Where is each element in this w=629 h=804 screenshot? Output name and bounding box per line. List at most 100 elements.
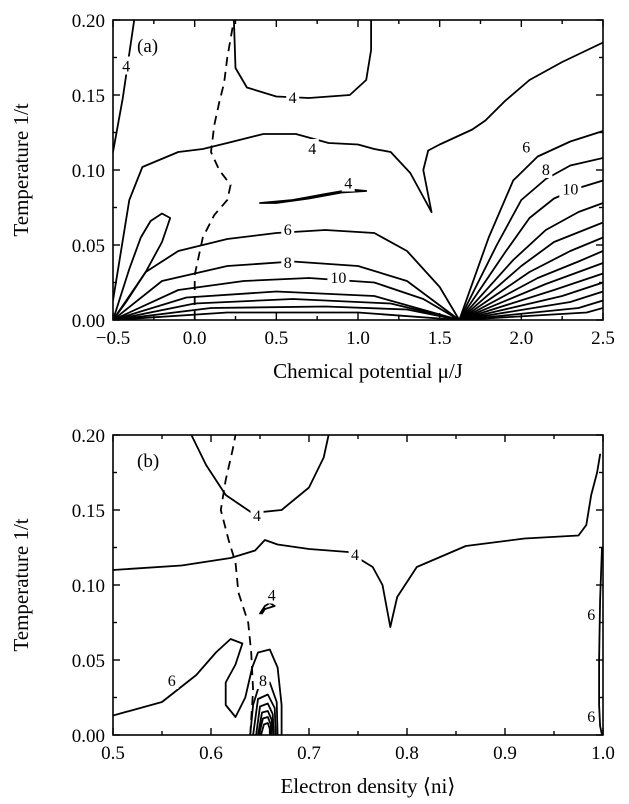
panel-tag: (b) bbox=[137, 451, 159, 472]
contour-label: 4 bbox=[351, 547, 359, 564]
contour-level-16 bbox=[458, 236, 603, 320]
contour-level-4 bbox=[422, 41, 603, 213]
contour-level-6 bbox=[113, 229, 461, 320]
x-tick-label: 1.0 bbox=[346, 328, 370, 349]
x-axis-label: Chemical potential μ/J bbox=[273, 359, 463, 383]
contour-level-12 bbox=[458, 202, 603, 320]
contour-level-4 bbox=[113, 212, 172, 320]
x-axis-label: Electron density ⟨ni⟩ bbox=[280, 774, 455, 798]
contour-label-bg bbox=[559, 179, 582, 198]
contour-label-bg bbox=[286, 88, 300, 106]
x-tick-label: 1.5 bbox=[428, 328, 452, 349]
y-tick-label: 0.00 bbox=[72, 311, 105, 332]
contour-level-10 bbox=[458, 179, 603, 320]
contour-label: 4 bbox=[122, 59, 130, 76]
contour-label-bg bbox=[519, 137, 533, 156]
x-tick-label: 0.5 bbox=[264, 328, 288, 349]
contour-level-16 bbox=[258, 716, 272, 735]
contour-label: 4 bbox=[268, 588, 276, 605]
contour-label-bg bbox=[165, 671, 179, 689]
contour-level-18 bbox=[458, 250, 603, 320]
x-tick-label: 0.9 bbox=[493, 743, 517, 764]
y-tick-label: 0.10 bbox=[72, 576, 105, 597]
contour-label: 6 bbox=[284, 222, 292, 239]
y-tick-label: 0.05 bbox=[72, 236, 105, 257]
x-tick-label: 0.7 bbox=[297, 743, 321, 764]
contour-level-6 bbox=[113, 638, 283, 735]
contour-level-18 bbox=[113, 311, 461, 320]
contour-level-4 bbox=[113, 20, 136, 153]
y-tick-label: 0.20 bbox=[72, 426, 105, 447]
contour-level-10 bbox=[252, 693, 277, 735]
contour-level-6 bbox=[458, 130, 603, 320]
contour-label: 6 bbox=[522, 140, 530, 157]
contour-label: 4 bbox=[253, 508, 261, 525]
contour-label: 4 bbox=[289, 90, 297, 107]
y-tick-label: 0.05 bbox=[72, 651, 105, 672]
x-tick-label: −0.5 bbox=[96, 328, 130, 349]
contour-label-bg bbox=[305, 139, 319, 157]
y-tick-label: 0.20 bbox=[72, 11, 105, 32]
contour-label: 4 bbox=[344, 176, 352, 193]
x-tick-label: 0.0 bbox=[183, 328, 207, 349]
x-tick-label: 1.0 bbox=[591, 743, 615, 764]
contour-level-14 bbox=[113, 298, 461, 320]
x-tick-label: 0.8 bbox=[395, 743, 419, 764]
contour-lines bbox=[113, 20, 603, 320]
panel-tag: (a) bbox=[137, 36, 158, 57]
contour-level-30 bbox=[458, 307, 603, 320]
y-axis-label: Temperature 1/t bbox=[9, 518, 33, 651]
contour-level-18 bbox=[260, 722, 271, 735]
x-tick-label: 2.5 bbox=[591, 328, 615, 349]
contour-label-bg bbox=[341, 173, 355, 192]
contour-level-4 bbox=[233, 20, 372, 99]
contour-label-bg bbox=[250, 506, 264, 524]
contour-label: 4 bbox=[308, 141, 316, 158]
contour-lines bbox=[113, 435, 603, 735]
y-tick-label: 0.10 bbox=[72, 161, 105, 182]
contour-level-14 bbox=[257, 710, 273, 735]
contour-level-10 bbox=[113, 277, 461, 320]
contour-label: 10 bbox=[330, 270, 346, 287]
contour-level-24 bbox=[458, 281, 603, 320]
contour-level-12 bbox=[255, 702, 275, 735]
contour-label-bg bbox=[265, 585, 279, 604]
contour-level-12 bbox=[113, 290, 461, 320]
plot-frame bbox=[112, 434, 604, 736]
contour-label-bg bbox=[584, 605, 598, 623]
contour-label-bg bbox=[327, 268, 350, 286]
contour-level-16 bbox=[113, 305, 461, 320]
contour-level-4 bbox=[113, 133, 433, 302]
contour-label-bg bbox=[584, 707, 598, 725]
contour-label: 6 bbox=[587, 709, 595, 726]
contour-label: 8 bbox=[542, 162, 550, 179]
contour-label-bg bbox=[348, 545, 362, 563]
contour-label-bg bbox=[119, 56, 133, 75]
contour-level-22 bbox=[458, 272, 603, 320]
contour-label: 6 bbox=[587, 607, 595, 624]
contour-level-4 bbox=[190, 435, 330, 514]
x-tick-label: 2.0 bbox=[509, 328, 533, 349]
contour-level-14 bbox=[458, 221, 603, 320]
contour-level-4 bbox=[113, 453, 601, 628]
panel-b: 4 4 4 6 8 6 6 0.5 0.6 0.7 0.8 0.9 1.0 0.00 0.05 0.10 0.1… bbox=[9, 426, 615, 798]
y-tick-label: 0.15 bbox=[72, 501, 105, 522]
contour-level-4 bbox=[259, 602, 276, 615]
contour-label-bg bbox=[281, 253, 295, 271]
y-axis-label: Temperature 1/t bbox=[9, 103, 33, 236]
contour-label-bg bbox=[281, 220, 295, 238]
x-tick-label: 0.6 bbox=[199, 743, 223, 764]
y-tick-label: 0.15 bbox=[72, 86, 105, 107]
contour-level-6 bbox=[598, 546, 603, 735]
contour-label-bg bbox=[539, 160, 553, 178]
y-tick-label: 0.00 bbox=[72, 726, 105, 747]
contour-level-20 bbox=[458, 262, 603, 320]
contour-label: 8 bbox=[259, 673, 267, 690]
contour-level-8 bbox=[458, 157, 603, 320]
contour-level-4 bbox=[259, 188, 368, 204]
contour-level-28 bbox=[458, 299, 603, 320]
contour-label: 8 bbox=[284, 255, 292, 272]
contour-label: 6 bbox=[168, 673, 176, 690]
contour-label-bg bbox=[256, 671, 270, 689]
